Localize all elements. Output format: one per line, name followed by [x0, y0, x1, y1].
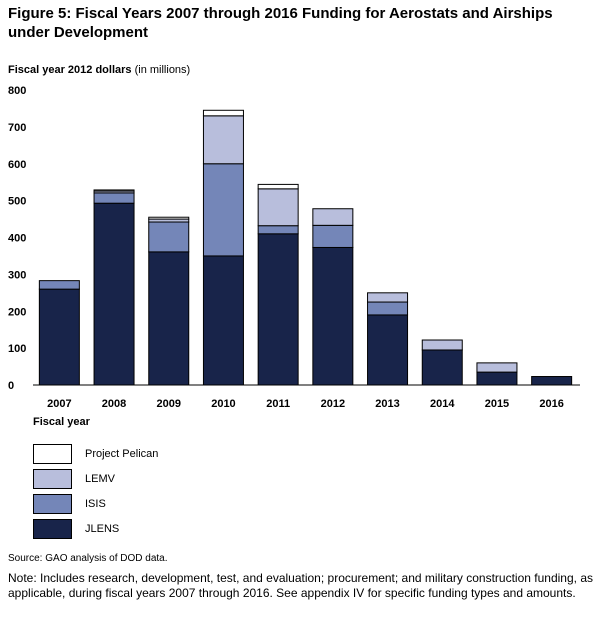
- x-tick-label: 2013: [375, 398, 399, 410]
- bar-segment-lemv-2013: [367, 292, 409, 303]
- bar-segment-isis-2011: [257, 225, 299, 235]
- bar-segment-jlens-2016: [531, 376, 573, 386]
- y-tick-label: 100: [8, 343, 26, 355]
- y-tick-label: 800: [8, 85, 26, 97]
- bar-segment-project-pelican-2010: [202, 109, 244, 117]
- legend-item-isis: ISIS: [33, 494, 233, 516]
- legend-swatch: [33, 444, 72, 464]
- bar-segment-isis-2008: [93, 192, 135, 204]
- legend-swatch: [33, 519, 72, 539]
- x-tick-label: 2009: [157, 398, 181, 410]
- bar-segment-jlens-2009: [148, 251, 190, 386]
- chart-title: Figure 5: Fiscal Years 2007 through 2016…: [8, 5, 553, 41]
- y-tick-label: 700: [8, 122, 26, 134]
- bar-segment-project-pelican-2008: [93, 189, 135, 192]
- bar-segment-jlens-2014: [421, 349, 463, 386]
- bar-segment-lemv-2015: [476, 362, 518, 373]
- y-tick-label: 0: [8, 380, 14, 392]
- x-tick-label: 2016: [539, 398, 563, 410]
- bar-segment-lemv-2010: [202, 115, 244, 165]
- y-tick-label: 300: [8, 269, 26, 281]
- x-tick-label: 2015: [485, 398, 509, 410]
- bar-segment-project-pelican-2011: [257, 183, 299, 190]
- bar-segment-jlens-2013: [367, 314, 409, 386]
- bar-segment-lemv-2012: [312, 208, 354, 226]
- legend-item-lemv: LEMV: [33, 469, 233, 491]
- legend-label: JLENS: [85, 523, 120, 535]
- y-tick-label: 600: [8, 159, 26, 171]
- y-axis-label-units: (in millions): [134, 64, 191, 76]
- x-tick-label: 2014: [430, 398, 455, 410]
- legend-item-project-pelican: Project Pelican: [33, 444, 233, 466]
- x-tick-label: 2011: [266, 398, 290, 410]
- bar-segment-jlens-2011: [257, 233, 299, 386]
- bar-segment-isis-2012: [312, 224, 354, 248]
- y-tick-label: 400: [8, 233, 26, 245]
- stacked-bar-chart: 0 100 200 300 400 500 600 700 800 2007 2008 2009 201…: [8, 85, 580, 410]
- y-tick-label: 200: [8, 306, 26, 318]
- bar-segment-isis-2007: [38, 280, 80, 290]
- footnote: Note: Includes research, development, te…: [8, 571, 593, 600]
- legend-swatch: [33, 494, 72, 514]
- y-tick-label: 500: [8, 196, 26, 208]
- legend-swatch: [33, 469, 72, 489]
- legend-item-jlens: JLENS: [33, 519, 233, 541]
- y-axis-label: Fiscal year 2012 dollars (in millions): [8, 64, 190, 76]
- legend-label: Project Pelican: [85, 448, 159, 460]
- x-axis-title: Fiscal year: [33, 416, 90, 428]
- bar-segment-jlens-2012: [312, 246, 354, 386]
- bar-segment-jlens-2008: [93, 202, 135, 386]
- x-tick-label: 2010: [211, 398, 235, 410]
- bar-segment-lemv-2014: [421, 339, 463, 351]
- bar-segment-isis-2013: [367, 301, 409, 316]
- source-note: Source: GAO analysis of DOD data.: [8, 553, 168, 564]
- bar-segment-lemv-2011: [257, 188, 299, 227]
- legend-label: LEMV: [85, 473, 115, 485]
- y-axis-label-main: Fiscal year 2012 dollars: [8, 64, 132, 76]
- bar-segment-isis-2009: [148, 221, 190, 253]
- legend-label: ISIS: [85, 498, 106, 510]
- bar-segment-jlens-2010: [202, 255, 244, 386]
- bar-segment-jlens-2015: [476, 371, 518, 386]
- bar-segment-isis-2010: [202, 163, 244, 257]
- x-tick-label: 2012: [321, 398, 345, 410]
- x-tick-label: 2007: [47, 398, 71, 410]
- bar-segment-project-pelican-2009: [148, 216, 190, 220]
- bar-segment-jlens-2007: [38, 288, 80, 386]
- x-tick-label: 2008: [102, 398, 126, 410]
